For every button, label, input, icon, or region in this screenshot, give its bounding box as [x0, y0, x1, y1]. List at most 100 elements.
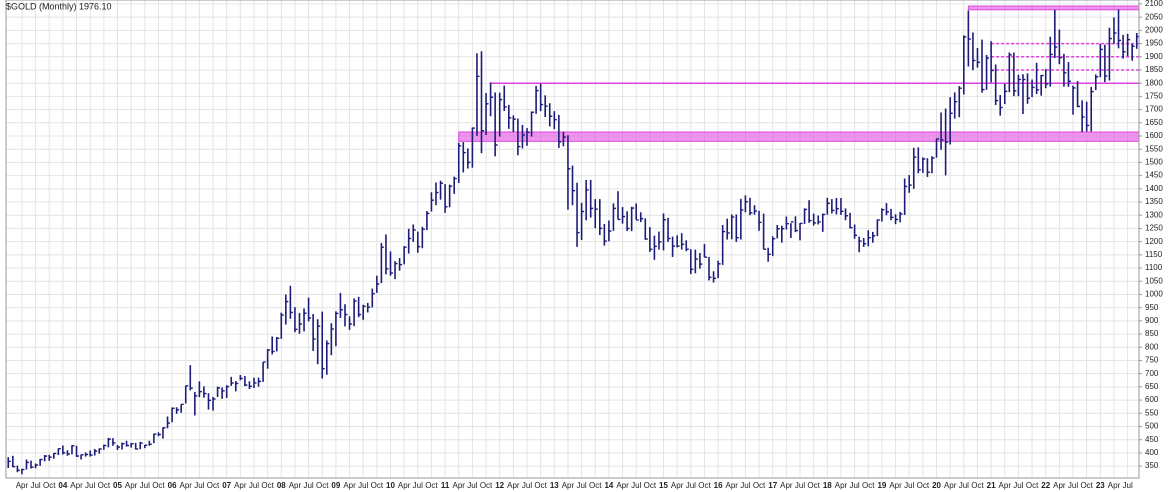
y-tick-label: 1350 — [1145, 197, 1163, 206]
x-tick-label: Apr — [562, 481, 575, 490]
band — [967, 5, 1140, 11]
x-tick-label: Apr — [16, 481, 29, 490]
x-tick-label: Apr — [671, 481, 684, 490]
x-tick-label: 08 — [277, 481, 286, 490]
y-tick-label: 750 — [1145, 356, 1159, 365]
x-tick-label: Oct — [753, 481, 766, 490]
y-tick-label: 1850 — [1145, 65, 1163, 74]
x-tick-label: Apr — [289, 481, 302, 490]
x-tick-label: 05 — [113, 481, 122, 490]
y-tick-label: 1900 — [1145, 52, 1163, 61]
x-tick-label: Jul — [959, 481, 969, 490]
y-tick-label: 2050 — [1145, 12, 1163, 21]
x-tick-label: 13 — [550, 481, 559, 490]
y-tick-label: 800 — [1145, 342, 1159, 351]
x-tick-label: 22 — [1041, 481, 1050, 490]
x-tick-label: 17 — [768, 481, 777, 490]
x-tick-label: Oct — [917, 481, 930, 490]
x-tick-label: 23 — [1096, 481, 1105, 490]
x-tick-label: 11 — [441, 481, 450, 490]
x-tick-label: Jul — [795, 481, 805, 490]
x-tick-label: Oct — [862, 481, 875, 490]
x-tick-label: Jul — [1013, 481, 1023, 490]
y-tick-label: 1050 — [1145, 276, 1163, 285]
x-tick-label: Oct — [480, 481, 493, 490]
x-tick-label: Apr — [180, 481, 193, 490]
x-tick-label: Jul — [30, 481, 40, 490]
x-tick-label: Jul — [1068, 481, 1078, 490]
x-tick-label: Oct — [589, 481, 602, 490]
x-tick-label: 04 — [58, 481, 67, 490]
x-tick-label: 15 — [659, 481, 668, 490]
x-tick-label: Oct — [316, 481, 329, 490]
y-tick-label: 450 — [1145, 435, 1159, 444]
y-tick-label: 500 — [1145, 422, 1159, 431]
y-tick-label: 1650 — [1145, 118, 1163, 127]
y-tick-label: 1500 — [1145, 158, 1163, 167]
x-tick-label: 18 — [823, 481, 832, 490]
x-tick-label: Apr — [889, 481, 902, 490]
x-tick-label: Oct — [1080, 481, 1093, 490]
x-tick-label: 14 — [604, 481, 613, 490]
y-tick-label: 1750 — [1145, 92, 1163, 101]
y-tick-label: 1100 — [1145, 263, 1163, 272]
x-tick-label: Apr — [398, 481, 411, 490]
x-tick-label: Jul — [249, 481, 259, 490]
x-tick-label: Jul — [631, 481, 641, 490]
x-tick-label: Apr — [234, 481, 247, 490]
x-tick-label: Oct — [152, 481, 165, 490]
x-tick-label: 07 — [222, 481, 231, 490]
x-tick-label: Apr — [944, 481, 957, 490]
x-tick-label: Jul — [522, 481, 532, 490]
x-tick-label: Jul — [904, 481, 914, 490]
y-tick-label: 1800 — [1145, 78, 1163, 87]
x-tick-label: Apr — [507, 481, 520, 490]
x-tick-label: Apr — [70, 481, 83, 490]
x-tick-label: Apr — [999, 481, 1012, 490]
y-tick-label: 850 — [1145, 329, 1159, 338]
x-tick-label: Oct — [644, 481, 657, 490]
y-tick-label: 350 — [1145, 461, 1159, 470]
x-tick-label: Oct — [807, 481, 820, 490]
x-tick-label: Apr — [453, 481, 466, 490]
y-tick-label: 1300 — [1145, 210, 1163, 219]
x-tick-label: Apr — [125, 481, 138, 490]
x-tick-label: Jul — [140, 481, 150, 490]
x-tick-label: Apr — [835, 481, 848, 490]
bars — [7, 9, 1140, 475]
x-tick-label: 16 — [714, 481, 723, 490]
x-tick-label: 06 — [168, 481, 177, 490]
x-tick-label: Oct — [98, 481, 111, 490]
y-tick-label: 1950 — [1145, 39, 1163, 48]
x-tick-label: Jul — [686, 481, 696, 490]
y-tick-label: 1400 — [1145, 184, 1163, 193]
y-tick-label: 2000 — [1145, 25, 1163, 34]
band — [458, 131, 1140, 142]
y-tick-label: 400 — [1145, 448, 1159, 457]
x-tick-label: Oct — [371, 481, 384, 490]
x-tick-label: Oct — [971, 481, 984, 490]
x-tick-label: Apr — [780, 481, 793, 490]
x-tick-label: Oct — [698, 481, 711, 490]
x-tick-label: Jul — [1123, 481, 1133, 490]
x-tick-label: 19 — [877, 481, 886, 490]
plot-frame — [5, 0, 1140, 479]
x-tick-label: Jul — [303, 481, 313, 490]
x-tick-label: Jul — [413, 481, 423, 490]
x-tick-label: 09 — [331, 481, 340, 490]
y-tick-label: 550 — [1145, 408, 1159, 417]
y-tick-label: 600 — [1145, 395, 1159, 404]
x-tick-label: Oct — [1026, 481, 1039, 490]
chart-title: $GOLD (Monthly) 1976.10 — [6, 1, 112, 11]
y-tick-label: 1550 — [1145, 144, 1163, 153]
y-tick-label: 1250 — [1145, 224, 1163, 233]
x-tick-label: Jul — [194, 481, 204, 490]
x-tick-label: Jul — [740, 481, 750, 490]
x-tick-label: 20 — [932, 481, 941, 490]
y-tick-label: 1000 — [1145, 290, 1163, 299]
labels: 350 400 450 500 550 600 650 700 750 800 850 900 950 1… — [16, 0, 1164, 490]
y-tick-label: 900 — [1145, 316, 1159, 325]
x-tick-label: Apr — [1108, 481, 1121, 490]
